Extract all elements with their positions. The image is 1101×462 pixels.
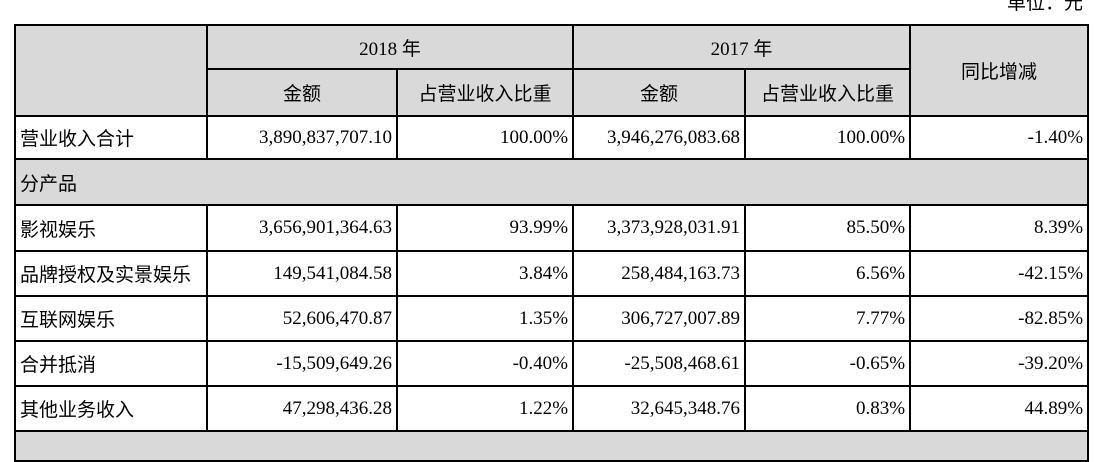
amount-2017: 258,484,163.73 (572, 250, 747, 297)
amount-2018: 47,298,436.28 (206, 385, 398, 432)
amount-2017: -25,508,468.61 (572, 340, 747, 387)
yoy-change: -82.85% (909, 295, 1090, 342)
amount-2017: 306,727,007.89 (572, 295, 747, 342)
yoy-change: -1.40% (909, 115, 1090, 160)
yoy-change: 44.89% (909, 385, 1090, 432)
row-label: 其他业务收入 (14, 385, 208, 432)
ratio-2018: 1.35% (395, 295, 575, 342)
section-label: 分产品 (13, 158, 1090, 206)
row-label: 品牌授权及实景娱乐 (14, 250, 208, 297)
amount-2018: 149,541,084.58 (206, 250, 398, 297)
unit-label: 单位：元 (1006, 0, 1083, 14)
row-label: 互联网娱乐 (14, 295, 208, 342)
header-2017: 2017 年 (572, 24, 912, 70)
row-label: 合并抵消 (14, 340, 208, 387)
yoy-change: -42.15% (909, 250, 1090, 297)
table-row: 品牌授权及实景娱乐 149,541,084.58 3.84% 258,484,163.… (14, 250, 1090, 297)
ratio-2017: 85.50% (744, 204, 912, 252)
ratio-2017: 6.56% (744, 250, 912, 297)
table-row: 影视娱乐 3,656,901,364.63 93.99% 3,373,928,031.… (14, 204, 1090, 252)
amount-2017: 3,373,928,031.91 (572, 204, 747, 252)
table-row: 合并抵消 -15,509,649.26 -0.40% -25,508,468.61 -0… (14, 340, 1090, 387)
amount-2018: 3,656,901,364.63 (206, 204, 398, 252)
header-amount-2017: 金额 (572, 68, 747, 117)
header-yoy: 同比增减 (909, 24, 1090, 117)
section-row-next (13, 430, 1090, 462)
header-ratio-2018: 占营业收入比重 (395, 68, 575, 117)
row-label: 影视娱乐 (14, 204, 208, 252)
ratio-2018: 100.00% (395, 115, 575, 160)
ratio-2017: -0.65% (744, 340, 912, 387)
yoy-change: -39.20% (909, 340, 1090, 387)
table-row: 互联网娱乐 52,606,470.87 1.35% 306,727,007.89 7.7… (14, 295, 1090, 342)
amount-2018: 3,890,837,707.10 (206, 115, 398, 160)
table-row: 营业收入合计 3,890,837,707.10 100.00% 3,946,276,0… (14, 115, 1090, 160)
amount-2017: 32,645,348.76 (572, 385, 747, 432)
ratio-2018: -0.40% (395, 340, 575, 387)
revenue-table: 2018 年 2017 年 同比增减 金额 占营业收入比重 金额 占营业收入比重… (13, 24, 1090, 462)
ratio-2017: 0.83% (744, 385, 912, 432)
amount-2018: 52,606,470.87 (206, 295, 398, 342)
header-amount-2018: 金额 (206, 68, 398, 117)
ratio-2018: 3.84% (395, 250, 575, 297)
amount-2018: -15,509,649.26 (206, 340, 398, 387)
row-label: 营业收入合计 (14, 115, 208, 160)
yoy-change: 8.39% (909, 204, 1090, 252)
ratio-2018: 1.22% (395, 385, 575, 432)
section-row: 分产品 (13, 158, 1090, 206)
header-blank (14, 24, 208, 117)
table-row: 其他业务收入 47,298,436.28 1.22% 32,645,348.76 0.8… (14, 385, 1090, 432)
amount-2017: 3,946,276,083.68 (572, 115, 747, 160)
header-2018: 2018 年 (205, 24, 575, 70)
header-ratio-2017: 占营业收入比重 (744, 68, 912, 117)
ratio-2017: 7.77% (744, 295, 912, 342)
ratio-2018: 93.99% (395, 204, 575, 252)
ratio-2017: 100.00% (744, 115, 912, 160)
